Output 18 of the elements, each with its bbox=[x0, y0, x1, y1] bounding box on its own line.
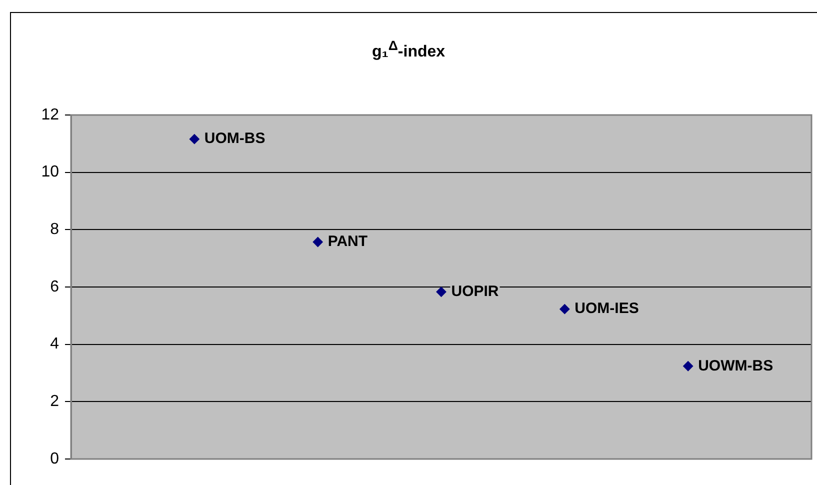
point bbox=[436, 286, 446, 297]
y-tick-label: 4 bbox=[50, 336, 60, 353]
y-tick-label: 0 bbox=[50, 450, 60, 468]
annotation: UOWM-BS bbox=[698, 357, 774, 374]
y-tick-label: 2 bbox=[50, 393, 60, 410]
point bbox=[560, 304, 570, 314]
annotation: PANT bbox=[328, 233, 368, 250]
annotation: UOPIR bbox=[451, 283, 499, 300]
annotation: UOM-BS bbox=[204, 130, 266, 148]
y-tick-label: 8 bbox=[50, 221, 60, 238]
annotation: UOM-IES bbox=[574, 300, 639, 318]
y-tick-label: 12 bbox=[41, 106, 60, 124]
point bbox=[683, 361, 694, 372]
chart-title: g₁$^{Δ}$-index bbox=[370, 38, 446, 62]
y-tick-label: 10 bbox=[41, 164, 60, 181]
point bbox=[189, 134, 200, 144]
y-tick-label: 6 bbox=[50, 278, 60, 296]
point bbox=[312, 236, 323, 247]
